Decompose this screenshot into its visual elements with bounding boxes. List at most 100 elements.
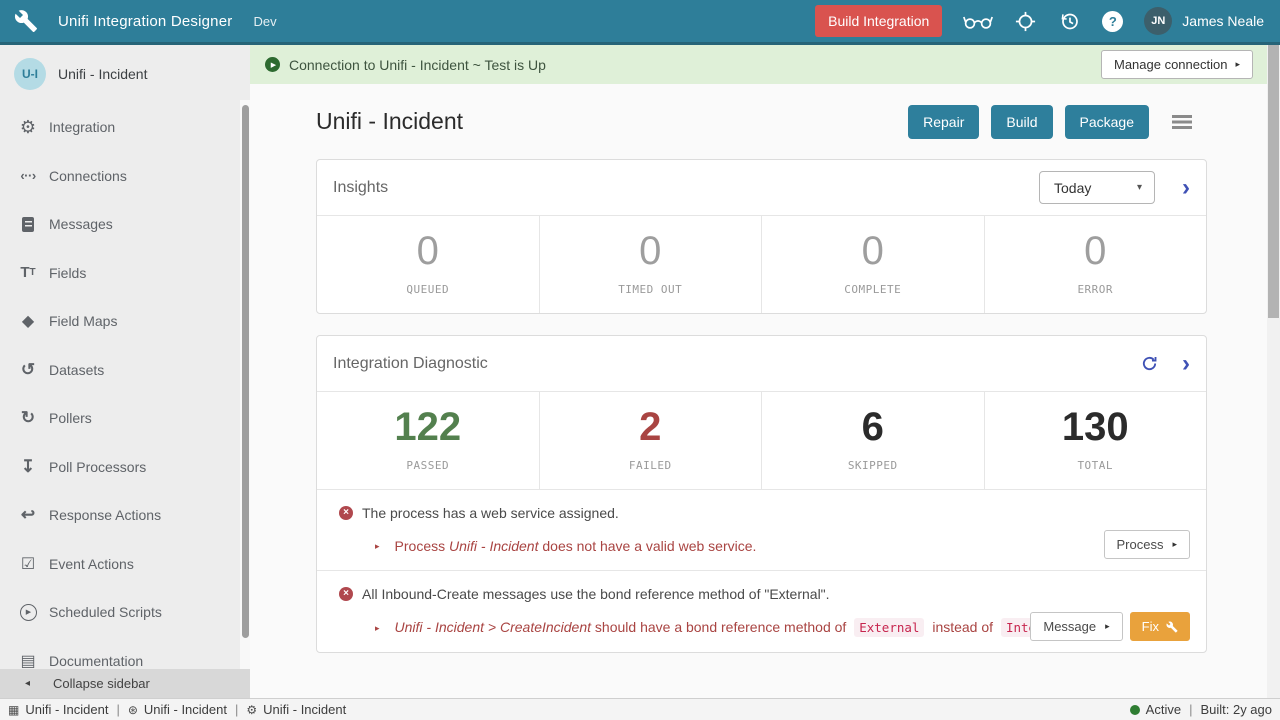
- diagnostic-check-bond-reference: × All Inbound-Create messages use the bo…: [317, 570, 1206, 652]
- diagnostic-expand-chevron-icon[interactable]: ›: [1182, 349, 1190, 377]
- hamburger-menu-icon[interactable]: [1172, 114, 1192, 129]
- app-title: Unifi Integration Designer: [58, 12, 233, 30]
- build-button[interactable]: Build: [991, 104, 1053, 139]
- history-icon[interactable]: [1058, 10, 1081, 33]
- book-icon: ▤: [20, 652, 36, 670]
- reply-icon: ↩: [20, 505, 36, 525]
- refresh-icon[interactable]: [1141, 355, 1158, 372]
- download-icon: ↧: [20, 456, 36, 476]
- stat-skipped: 6 SKIPPED: [761, 392, 984, 489]
- built-ago-label: Built: 2y ago: [1200, 702, 1272, 717]
- repair-button[interactable]: Repair: [908, 104, 980, 139]
- stat-total: 130 TOTAL: [983, 392, 1207, 489]
- page-content: Unifi - Incident Repair Build Package In…: [250, 84, 1267, 698]
- diagnostic-stats: 122 PASSED 2 FAILED 6 SKIPPED 130 TOTAL: [317, 392, 1206, 490]
- caret-right-icon: ▸: [1172, 539, 1177, 549]
- caret-down-icon: ▾: [1136, 182, 1142, 193]
- sidebar-item-event-actions[interactable]: ☑ Event Actions: [0, 540, 240, 589]
- status-context-2[interactable]: ⊛ Unifi - Incident: [127, 702, 227, 717]
- message-button[interactable]: Message ▸: [1030, 612, 1123, 641]
- status-right: Active | Built: 2y ago: [1129, 702, 1272, 717]
- sidebar-scrollbar-thumb[interactable]: [242, 105, 249, 638]
- sidebar-item-messages[interactable]: Messages: [0, 200, 240, 249]
- manage-connection-button[interactable]: Manage connection ▸: [1100, 50, 1253, 79]
- insights-expand-chevron-icon[interactable]: ›: [1182, 173, 1190, 201]
- active-status-label: Active: [1145, 702, 1182, 717]
- caret-right-icon: ▸: [1105, 621, 1110, 631]
- connections-icon: ‹··›: [20, 168, 36, 184]
- module-icon: ⊛: [127, 702, 138, 717]
- sidebar-nav: ⚙ Integration ‹··› Connections Messages …: [0, 103, 240, 685]
- sidebar: U-I Unifi - Incident ⚙ Integration ‹··› …: [0, 45, 250, 698]
- wrench-logo-icon: [14, 8, 40, 34]
- main-scrollbar-thumb[interactable]: [1268, 45, 1279, 318]
- connection-up-icon: ▶: [265, 57, 280, 72]
- sidebar-item-integration[interactable]: ⚙ Integration: [0, 103, 240, 152]
- sidebar-item-connections[interactable]: ‹··› Connections: [0, 152, 240, 201]
- insights-card-header: Insights Today ▾ ›: [317, 160, 1206, 216]
- collapse-arrow-icon: ◂: [25, 678, 31, 689]
- stat-passed: 122 PASSED: [394, 405, 462, 472]
- document-icon: [15, 216, 41, 232]
- field-maps-icon: ◆: [21, 313, 35, 331]
- package-button[interactable]: Package: [1064, 104, 1149, 139]
- stat-queued: 0 QUEUED: [406, 229, 450, 296]
- wrench-icon: [1166, 621, 1178, 633]
- integration-avatar: U-I: [14, 57, 46, 90]
- crosshair-icon[interactable]: [1014, 10, 1037, 33]
- code-external: External: [854, 618, 925, 637]
- pollers-icon: ↻: [20, 408, 36, 428]
- connection-banner-text: Connection to Unifi - Incident ~ Test is…: [289, 56, 546, 73]
- status-context-3[interactable]: ⚙ Unifi - Incident: [246, 702, 347, 717]
- environment-label: Dev: [253, 13, 277, 29]
- integration-name: Unifi - Incident: [58, 65, 148, 82]
- integration-profile[interactable]: U-I Unifi - Incident: [0, 45, 250, 102]
- check-detail: ▸ Process Unifi - Incident does not have…: [375, 538, 757, 554]
- active-status-dot: [1129, 704, 1140, 715]
- build-integration-button[interactable]: Build Integration: [815, 5, 943, 37]
- failed-check-icon: ×: [339, 506, 353, 520]
- stat-failed: 2 FAILED: [538, 392, 762, 489]
- help-icon[interactable]: ?: [1102, 10, 1124, 32]
- detail-arrow-icon[interactable]: ▸: [375, 541, 380, 551]
- gear-icon: ⚙: [19, 116, 37, 137]
- status-bar: ▦ Unifi - Incident | ⊛ Unifi - Incident …: [0, 698, 1280, 720]
- diagnostic-check-web-service: × The process has a web service assigned…: [317, 490, 1206, 570]
- period-select[interactable]: Today ▾: [1039, 171, 1155, 204]
- connection-banner: ▶ Connection to Unifi - Incident ~ Test …: [250, 45, 1267, 84]
- user-avatar[interactable]: JN: [1144, 7, 1173, 35]
- collapse-sidebar-button[interactable]: ◂ Collapse sidebar: [0, 669, 250, 698]
- diagnostic-card-header: Integration Diagnostic ›: [317, 336, 1206, 392]
- play-circle-icon: ▶: [15, 603, 41, 621]
- stat-error: 0 ERROR: [983, 216, 1207, 313]
- main-area: ▶ Connection to Unifi - Incident ~ Test …: [250, 45, 1280, 698]
- sidebar-item-pollers[interactable]: ↻ Pollers: [0, 394, 240, 443]
- user-name[interactable]: James Neale: [1182, 13, 1264, 29]
- fix-button[interactable]: Fix: [1129, 612, 1190, 641]
- diagnostic-card: Integration Diagnostic › 122 PASSED 2: [316, 335, 1207, 653]
- detail-arrow-icon[interactable]: ▸: [375, 622, 380, 633]
- sidebar-item-datasets[interactable]: ↺ Datasets: [0, 346, 240, 395]
- clipboard-check-icon: ☑: [20, 555, 36, 573]
- main-scrollbar[interactable]: [1267, 45, 1280, 698]
- diagnostic-title: Integration Diagnostic: [333, 354, 488, 372]
- glasses-icon[interactable]: [963, 13, 994, 30]
- stat-timed-out: 0 TIMED OUT: [538, 216, 762, 313]
- sidebar-item-response-actions[interactable]: ↩ Response Actions: [0, 491, 240, 540]
- stat-complete: 0 COMPLETE: [761, 216, 984, 313]
- insights-title: Insights: [333, 178, 389, 196]
- sidebar-item-poll-processors[interactable]: ↧ Poll Processors: [0, 443, 240, 492]
- insights-stats: 0 QUEUED 0 TIMED OUT 0 COMPLETE 0 ERROR: [317, 216, 1206, 313]
- topbar-right: Build Integration ? JN James Neale: [815, 5, 1264, 37]
- sidebar-item-field-maps[interactable]: ◆ Field Maps: [0, 297, 240, 346]
- process-button[interactable]: Process ▸: [1103, 530, 1190, 559]
- sidebar-item-documentation[interactable]: ▤ Documentation: [0, 637, 240, 686]
- failed-check-icon: ×: [339, 587, 353, 601]
- status-context-1[interactable]: ▦ Unifi - Incident: [8, 702, 109, 717]
- page-actions: Repair Build Package: [908, 104, 1207, 139]
- grid-icon: ▦: [8, 702, 20, 717]
- top-bar: Unifi Integration Designer Dev Build Int…: [0, 0, 1280, 45]
- sidebar-item-scheduled-scripts[interactable]: ▶ Scheduled Scripts: [0, 588, 240, 637]
- page-title: Unifi - Incident: [316, 108, 464, 134]
